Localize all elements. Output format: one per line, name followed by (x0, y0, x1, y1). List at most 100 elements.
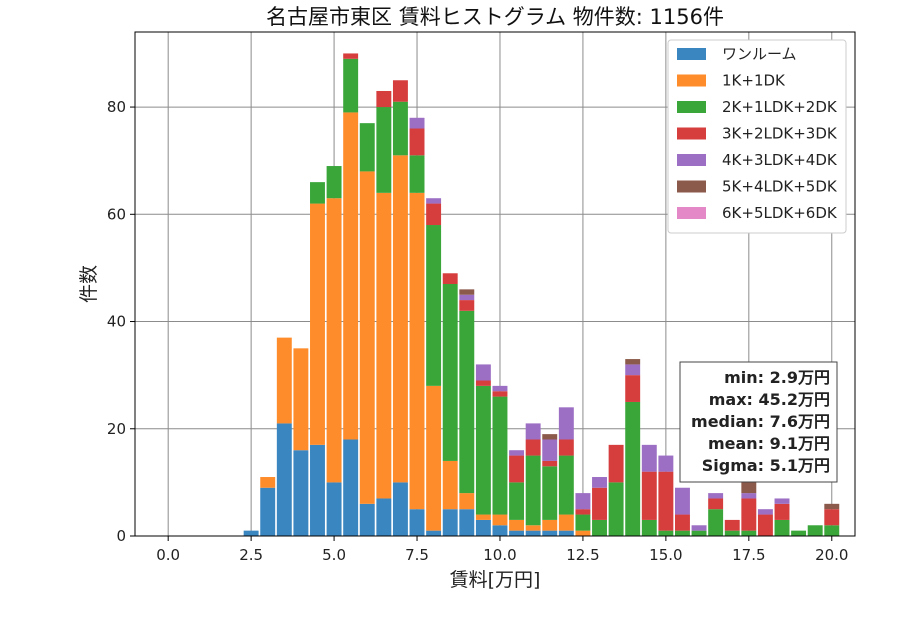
histogram-bar (691, 530, 707, 536)
histogram-bar (675, 530, 690, 536)
histogram-bar (326, 482, 342, 536)
histogram-bar (592, 487, 607, 520)
histogram-bar (691, 525, 707, 531)
histogram-bar (409, 117, 425, 129)
histogram-bar (492, 396, 508, 515)
histogram-bar (558, 455, 574, 515)
histogram-bar (641, 519, 657, 536)
x-axis-ticks: 0.0 2.5 5.0 7.5 10.0 12.5 15.0 17.5 20.0 (156, 536, 848, 564)
y-axis-label: 件数 (78, 265, 100, 303)
histogram-bar (509, 482, 525, 520)
x-tick-label: 12.5 (566, 546, 599, 564)
histogram-bar (625, 375, 641, 402)
histogram-bar (608, 482, 624, 536)
x-tick-label: 7.5 (405, 546, 429, 564)
stats-box: min: 2.9万円 max: 45.2万円 median: 7.6万円 mean: … (679, 361, 838, 483)
legend-label: 1K+1DK (722, 72, 786, 90)
legend-swatch (677, 180, 706, 193)
histogram-bar (426, 203, 442, 226)
histogram-bar (608, 444, 624, 483)
histogram-bar (509, 519, 525, 531)
histogram-bar (260, 477, 276, 488)
histogram-bar (741, 530, 757, 536)
histogram-bar (509, 450, 525, 456)
legend-swatch (677, 74, 706, 87)
histogram-bar (592, 519, 607, 536)
histogram-bar (426, 198, 442, 204)
histogram-bar (459, 289, 475, 295)
x-tick-label: 5.0 (322, 546, 346, 564)
histogram-bar (492, 391, 508, 397)
histogram-bar (343, 439, 359, 536)
histogram-bar (243, 530, 259, 536)
histogram-bar (459, 294, 475, 301)
histogram-bar (525, 525, 541, 531)
histogram-bar (675, 514, 690, 531)
histogram-bar (575, 530, 591, 536)
histogram-bar (558, 407, 574, 440)
histogram-bar (442, 273, 458, 284)
histogram-bar (774, 498, 790, 504)
histogram-bar (658, 455, 674, 472)
legend-swatch (677, 48, 706, 60)
legend-label: ワンルーム (722, 45, 797, 63)
histogram-bar (658, 530, 674, 536)
x-tick-label: 10.0 (483, 546, 516, 564)
histogram-bar (542, 434, 558, 440)
y-tick-label: 40 (107, 313, 126, 331)
histogram-bar (343, 112, 359, 440)
legend-label: 4K+3LDK+4DK (722, 151, 838, 169)
histogram-bar (658, 471, 674, 531)
histogram-bar (757, 514, 773, 536)
histogram-bar (392, 155, 408, 483)
histogram-bar (724, 519, 740, 531)
histogram-bar (558, 530, 574, 536)
histogram-bar (525, 530, 541, 536)
y-tick-label: 0 (116, 527, 126, 545)
histogram-bar (376, 498, 392, 536)
histogram-bar (475, 364, 491, 381)
histogram-bar (592, 477, 607, 488)
histogram-bar (774, 503, 790, 520)
legend-swatch (677, 101, 706, 113)
histogram-bar (774, 519, 790, 536)
x-tick-label: 20.0 (815, 546, 848, 564)
histogram-bar (525, 455, 541, 526)
histogram-bar (757, 509, 773, 515)
histogram-bar (708, 498, 724, 510)
histogram-bar (741, 498, 757, 531)
histogram-bar (492, 525, 508, 536)
y-tick-label: 60 (107, 205, 126, 223)
x-tick-label: 15.0 (649, 546, 682, 564)
histogram-bar (426, 225, 442, 386)
histogram-bar (475, 380, 491, 386)
stats-line: median: 7.6万円 (691, 412, 830, 431)
histogram-bar (376, 107, 392, 193)
histogram-bar (376, 192, 392, 499)
histogram-bar (824, 509, 840, 526)
x-axis-label: 賃料[万円] (450, 569, 541, 591)
stats-line: mean: 9.1万円 (708, 434, 830, 453)
histogram-bar (575, 509, 591, 515)
histogram-bar (475, 385, 491, 515)
y-axis-ticks: 0 20 40 60 80 (107, 98, 135, 545)
histogram-bar (409, 509, 425, 536)
histogram-bar (343, 58, 359, 113)
histogram-bar (625, 359, 641, 365)
histogram-bar (392, 101, 408, 156)
histogram-bar (675, 487, 690, 515)
histogram-bar (542, 439, 558, 461)
histogram-bar (359, 123, 375, 172)
x-tick-label: 17.5 (732, 546, 765, 564)
histogram-bar (625, 364, 641, 376)
histogram-bar (542, 530, 558, 536)
histogram-bar (807, 525, 823, 536)
histogram-bar (310, 203, 325, 445)
histogram-bar (575, 514, 591, 531)
histogram-bar (326, 166, 342, 199)
histogram-bar (260, 487, 276, 536)
histogram-bar (575, 493, 591, 510)
histogram-bar (276, 423, 292, 536)
histogram-bar (426, 530, 442, 536)
chart-title: 名古屋市東区 賃料ヒストグラム 物件数: 1156件 (266, 5, 724, 29)
